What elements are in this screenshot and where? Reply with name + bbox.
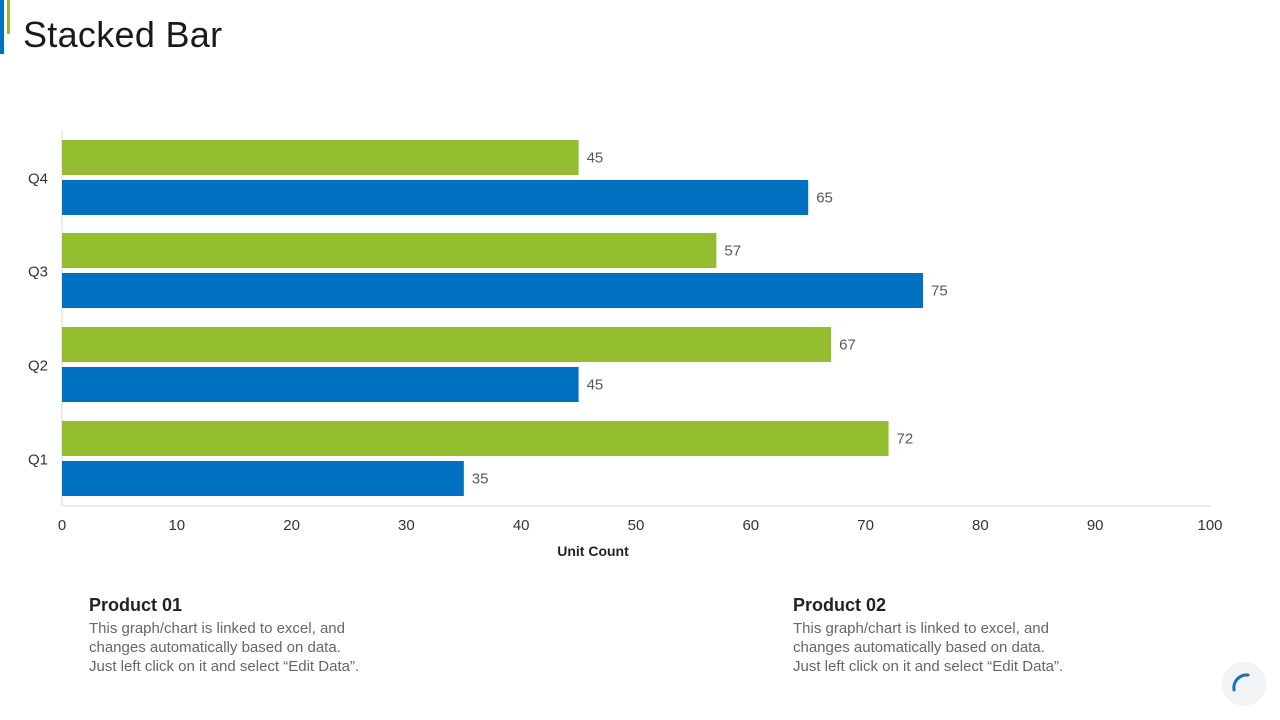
x-tick-label: 40 xyxy=(513,517,530,534)
x-tick-label: 10 xyxy=(168,517,185,534)
data-label: 65 xyxy=(816,190,833,207)
title-accent-bar-blue xyxy=(0,0,4,54)
legend-product-01: Product 01 This graph/chart is linked to… xyxy=(89,595,419,676)
x-tick-label: 80 xyxy=(972,517,989,534)
data-label: 75 xyxy=(931,283,948,300)
category-label-q4: Q4 xyxy=(28,171,48,188)
legend-line: changes automatically based on data. xyxy=(89,639,341,656)
x-tick-label: 100 xyxy=(1197,517,1222,534)
title-accent-bar-green xyxy=(7,0,10,34)
legend-line: This graph/chart is linked to excel, and xyxy=(793,620,1049,637)
bar-q4-product-02 xyxy=(62,180,809,215)
bar-q2-product-02 xyxy=(62,367,579,402)
page-title: Stacked Bar xyxy=(23,14,223,55)
legend-description-product-02: This graph/chart is linked to excel, and… xyxy=(793,619,1123,676)
category-label-q2: Q2 xyxy=(28,358,48,375)
legend-line: This graph/chart is linked to excel, and xyxy=(89,620,345,637)
x-tick-label: 20 xyxy=(283,517,300,534)
category-label-q1: Q1 xyxy=(28,452,48,469)
data-label: 57 xyxy=(724,243,741,260)
legend-title-product-02: Product 02 xyxy=(793,595,887,615)
x-tick-label: 50 xyxy=(628,517,645,534)
category-label-q3: Q3 xyxy=(28,264,48,281)
data-label: 35 xyxy=(472,471,489,488)
legend-description-product-01: This graph/chart is linked to excel, and… xyxy=(89,619,419,676)
legend-line: Just left click on it and select “Edit D… xyxy=(89,658,360,675)
bar-q1-product-01 xyxy=(62,421,889,456)
bar-q1-product-02 xyxy=(62,461,464,496)
data-label: 67 xyxy=(839,337,856,354)
x-tick-label: 60 xyxy=(742,517,759,534)
bar-q4-product-01 xyxy=(62,140,579,175)
bar-q3-product-02 xyxy=(62,273,923,308)
bar-q2-product-01 xyxy=(62,327,832,362)
loading-spinner-icon xyxy=(1222,662,1266,706)
data-label: 45 xyxy=(587,377,604,394)
x-axis-title: Unit Count xyxy=(557,543,629,559)
x-tick-label: 0 xyxy=(58,517,66,534)
legend-line: changes automatically based on data. xyxy=(793,639,1045,656)
data-label: 45 xyxy=(587,150,604,167)
bar-chart: 72 35 Q1 67 45 Q2 57 75 Q3 45 65 Q4 0 10 20 30 40 50 60 70 8… xyxy=(28,130,1223,559)
x-tick-label: 70 xyxy=(857,517,874,534)
bar-q3-product-01 xyxy=(62,233,717,268)
legend-line: Just left click on it and select “Edit D… xyxy=(793,658,1064,675)
data-label: 72 xyxy=(897,431,914,448)
x-tick-label: 90 xyxy=(1087,517,1104,534)
legend-product-02: Product 02 This graph/chart is linked to… xyxy=(793,595,1123,676)
x-tick-label: 30 xyxy=(398,517,415,534)
legend-title-product-01: Product 01 xyxy=(89,595,183,615)
